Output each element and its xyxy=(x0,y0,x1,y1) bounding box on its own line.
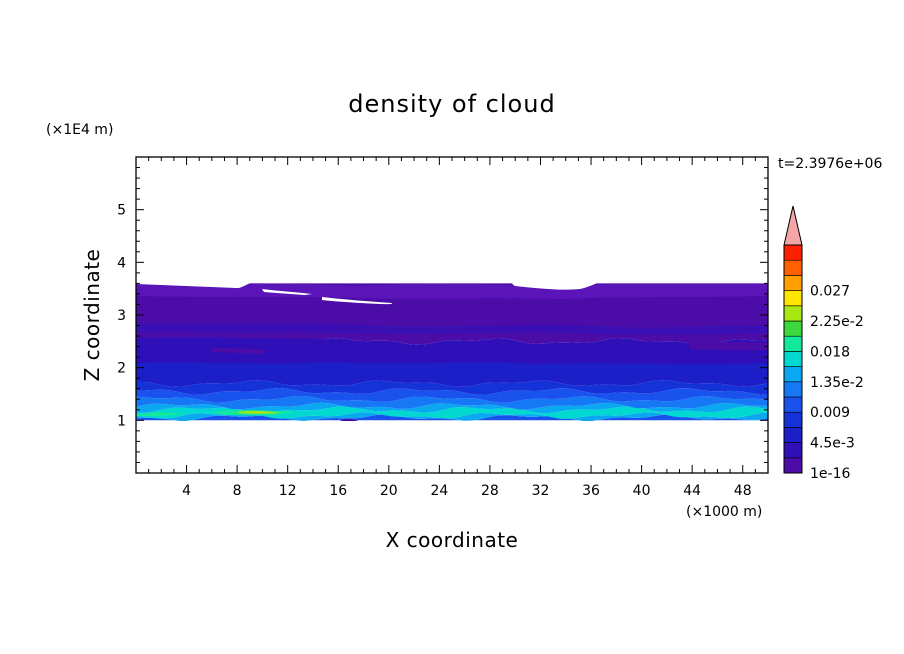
x-axis-ticks: 4 8 12 16 20 24 28 32 36 40 44 48 xyxy=(148,157,756,499)
x-tick-label: 48 xyxy=(734,483,752,499)
colorbar-swatch xyxy=(783,351,803,367)
y-axis-label: Z coordinate xyxy=(80,249,104,382)
contour-band xyxy=(136,388,768,403)
contour-band xyxy=(136,412,768,421)
x-tick-label: 32 xyxy=(532,483,550,499)
y-tick-label: 3 xyxy=(117,308,126,324)
contour-patch xyxy=(136,412,185,416)
x-axis-label: X coordinate xyxy=(386,528,519,552)
colorbar-swatch xyxy=(783,290,803,307)
contour-band xyxy=(136,402,768,414)
colorbar-swatch xyxy=(783,305,803,322)
colorbar-swatch xyxy=(783,259,803,276)
cloud-top-cutout xyxy=(136,157,768,290)
contour-band xyxy=(136,414,768,421)
x-tick-label: 4 xyxy=(182,483,191,499)
x-tick-label: 28 xyxy=(481,483,499,499)
colorbar-frame xyxy=(783,244,803,474)
colorbar-swatch xyxy=(783,244,803,261)
colorbar-label: 4.5e-3 xyxy=(810,436,855,452)
contour-band xyxy=(136,406,768,419)
colorbar-swatch xyxy=(783,457,803,474)
cloud-bottom-bump xyxy=(340,418,358,421)
time-label: t=2.3976e+06 xyxy=(778,156,882,172)
y-tick-label: 5 xyxy=(117,203,126,219)
contour-patch xyxy=(136,337,330,347)
colorbar: 1e-16 4.5e-3 0.009 1.35e-2 0.018 2.25e-2 0.027 xyxy=(783,205,864,482)
cloud-cutout xyxy=(262,289,312,295)
colorbar-swatch xyxy=(783,381,803,398)
y-unit-label: (×1E4 m) xyxy=(46,122,113,138)
y-tick-label: 4 xyxy=(117,255,126,271)
contour-patch xyxy=(238,410,280,414)
x-tick-label: 40 xyxy=(633,483,651,499)
x-tick-label: 20 xyxy=(380,483,398,499)
contour-band xyxy=(136,338,768,372)
colorbar-label: 0.018 xyxy=(810,344,850,360)
y-tick-label: 1 xyxy=(117,413,126,429)
y-axis-ticks: 1 2 3 4 5 xyxy=(117,167,768,463)
contour-patch xyxy=(136,283,768,299)
colorbar-swatch xyxy=(783,335,803,352)
colorbar-swatch xyxy=(783,427,803,443)
colorbar-label: 2.25e-2 xyxy=(810,314,864,330)
colorbar-label: 1.35e-2 xyxy=(810,375,864,391)
contour-patch xyxy=(136,323,768,335)
colorbar-swatch xyxy=(783,442,803,459)
x-tick-label: 8 xyxy=(233,483,242,499)
x-tick-label: 44 xyxy=(683,483,701,499)
chart-title: density of cloud xyxy=(348,90,555,118)
contour-patch xyxy=(690,341,768,351)
colorbar-swatch xyxy=(783,411,803,428)
x-tick-label: 12 xyxy=(279,483,297,499)
x-tick-label: 24 xyxy=(430,483,448,499)
x-unit-label: (×1000 m) xyxy=(686,504,762,520)
contour-band xyxy=(136,380,768,395)
colorbar-label: 0.027 xyxy=(810,284,850,300)
colorbar-overflow-triangle xyxy=(783,205,803,246)
colorbar-swatch xyxy=(783,320,803,337)
y-tick-label: 2 xyxy=(117,361,126,377)
colorbar-label: 1e-16 xyxy=(810,466,850,482)
contour-band xyxy=(136,396,768,410)
cloud-cutout xyxy=(150,275,164,279)
colorbar-swatch xyxy=(783,366,803,383)
colorbar-label: 0.009 xyxy=(810,405,850,421)
x-tick-label: 36 xyxy=(582,483,600,499)
colorbar-swatch xyxy=(783,275,803,291)
cloud-cutout xyxy=(322,297,393,305)
contour-details xyxy=(136,157,768,421)
colorbar-swatch xyxy=(783,396,803,413)
x-tick-label: 16 xyxy=(329,483,347,499)
contour-patch xyxy=(212,347,268,354)
contour-patch xyxy=(136,362,768,374)
